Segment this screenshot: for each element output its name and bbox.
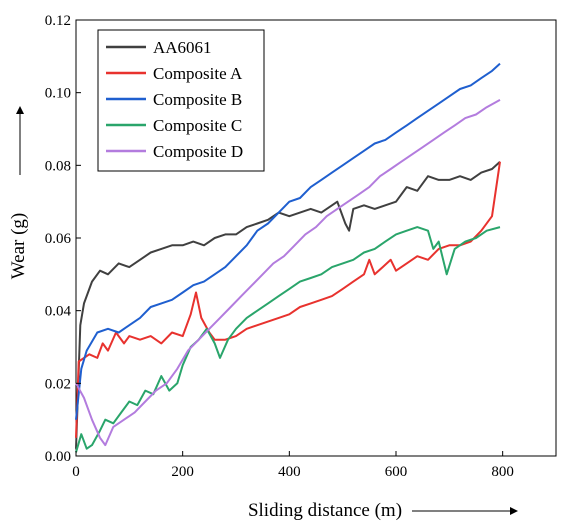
legend-label: AA6061 [153, 38, 212, 57]
x-tick-label: 600 [385, 464, 408, 480]
legend-box [97, 29, 265, 172]
legend-label: Composite D [153, 142, 243, 161]
y-axis-title: Wear (g) [8, 213, 29, 280]
y-tick-label: 0.04 [45, 304, 72, 320]
series-line-composite-d [75, 99, 501, 447]
series-line-composite-b [75, 62, 501, 420]
legend-label: Composite A [153, 64, 243, 83]
y-tick-label: 0.08 [45, 158, 71, 174]
y-tick-label: 0.10 [45, 86, 71, 102]
legend-label: Composite C [153, 116, 242, 135]
y-tick-label: 0.02 [45, 376, 71, 392]
series-line-aa6061 [75, 160, 501, 449]
series-line-composite-a [75, 161, 501, 438]
y-axis-title-arrow-head [16, 106, 24, 114]
x-axis-title-arrow-head [510, 507, 518, 515]
x-tick-label: 0 [72, 464, 80, 480]
legend-label: Composite B [153, 90, 242, 109]
x-tick-label: 200 [171, 464, 194, 480]
y-tick-label: 0.06 [45, 231, 72, 247]
y-tick-label: 0.12 [45, 13, 71, 29]
axes-layer: 0 200 400 600 800 0.00 0.02 0.04 0.06 0.08 0.10 0.1… [45, 13, 514, 480]
x-axis-title: Sliding distance (m) [248, 500, 402, 521]
series-layer [75, 62, 501, 453]
legend: AA6061 Composite A Composite B Composite C C… [97, 29, 265, 172]
x-tick-label: 400 [278, 464, 301, 480]
y-tick-label: 0.00 [45, 449, 71, 465]
series-line-composite-c [75, 226, 501, 453]
x-tick-label: 800 [491, 464, 514, 480]
